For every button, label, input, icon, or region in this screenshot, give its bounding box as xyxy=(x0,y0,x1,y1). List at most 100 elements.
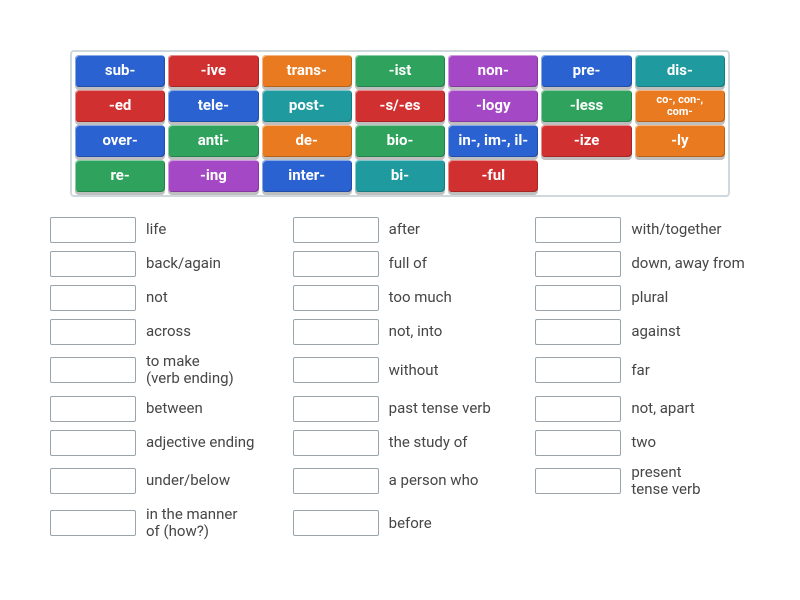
drop-target[interactable] xyxy=(293,285,379,311)
answer-row: not, apart xyxy=(535,396,750,422)
draggable-tile[interactable]: -ist xyxy=(355,55,445,87)
answer-row: two xyxy=(535,430,750,456)
draggable-tile[interactable]: -ed xyxy=(75,90,165,122)
clue-text: life xyxy=(146,221,166,238)
draggable-tile[interactable]: -ive xyxy=(168,55,258,87)
draggable-tile[interactable]: re- xyxy=(75,160,165,192)
draggable-tile[interactable]: -logy xyxy=(448,90,538,122)
clue-text: after xyxy=(389,221,420,238)
draggable-tile[interactable]: -less xyxy=(541,90,631,122)
answer-row: too much xyxy=(293,285,508,311)
drop-target[interactable] xyxy=(535,396,621,422)
draggable-tile[interactable]: trans- xyxy=(262,55,352,87)
clue-text: plural xyxy=(631,289,668,306)
drop-target[interactable] xyxy=(535,285,621,311)
tile-pool: sub--ivetrans--istnon-pre-dis- -edtele-po… xyxy=(75,55,725,192)
answer-row: between xyxy=(50,396,265,422)
drop-target[interactable] xyxy=(50,357,136,383)
clue-text: between xyxy=(146,400,203,417)
drop-target[interactable] xyxy=(50,396,136,422)
answer-row: adjective ending xyxy=(50,430,265,456)
tile-pool-frame: sub--ivetrans--istnon-pre-dis- -edtele-po… xyxy=(70,50,730,197)
clue-text: too much xyxy=(389,289,452,306)
draggable-tile[interactable]: -ly xyxy=(635,125,725,157)
draggable-tile[interactable]: bio- xyxy=(355,125,445,157)
answer-row: not, into xyxy=(293,319,508,345)
clue-text: in the manner of (how?) xyxy=(146,506,237,541)
drop-target[interactable] xyxy=(50,217,136,243)
clue-text: not, into xyxy=(389,323,443,340)
drop-target[interactable] xyxy=(293,430,379,456)
draggable-tile[interactable]: inter- xyxy=(262,160,352,192)
drop-target[interactable] xyxy=(293,510,379,536)
drop-target[interactable] xyxy=(535,357,621,383)
answer-row: a person who xyxy=(293,464,508,499)
clue-text: past tense verb xyxy=(389,400,491,417)
answer-row: across xyxy=(50,319,265,345)
drop-target[interactable] xyxy=(293,251,379,277)
clue-text: to make (verb ending) xyxy=(146,353,234,388)
clue-text: the study of xyxy=(389,434,468,451)
drop-target[interactable] xyxy=(50,285,136,311)
drop-target[interactable] xyxy=(293,217,379,243)
draggable-tile[interactable]: -ing xyxy=(168,160,258,192)
draggable-tile[interactable]: -s/-es xyxy=(355,90,445,122)
drop-target[interactable] xyxy=(50,319,136,345)
draggable-tile[interactable]: -ize xyxy=(541,125,631,157)
drop-target[interactable] xyxy=(50,468,136,494)
drop-target[interactable] xyxy=(293,468,379,494)
answer-row: with/together xyxy=(535,217,750,243)
drop-target[interactable] xyxy=(293,357,379,383)
draggable-tile[interactable]: anti- xyxy=(168,125,258,157)
clue-text: with/together xyxy=(631,221,721,238)
activity-stage: sub--ivetrans--istnon-pre-dis- -edtele-po… xyxy=(0,0,800,600)
clue-text: not xyxy=(146,289,168,306)
answer-row: without xyxy=(293,353,508,388)
drop-target[interactable] xyxy=(535,430,621,456)
drop-target[interactable] xyxy=(293,319,379,345)
clue-text: two xyxy=(631,434,656,451)
answer-row: far xyxy=(535,353,750,388)
clue-text: adjective ending xyxy=(146,434,254,451)
draggable-tile[interactable]: de- xyxy=(262,125,352,157)
drop-target[interactable] xyxy=(535,319,621,345)
drop-target[interactable] xyxy=(50,510,136,536)
answer-row: in the manner of (how?) xyxy=(50,506,265,541)
draggable-tile[interactable]: bi- xyxy=(355,160,445,192)
drop-target[interactable] xyxy=(535,251,621,277)
clue-text: a person who xyxy=(389,472,479,489)
answers-grid: lifeafterwith/togetherback/againfull ofd… xyxy=(50,217,750,541)
clue-text: before xyxy=(389,515,432,532)
draggable-tile[interactable]: tele- xyxy=(168,90,258,122)
answer-row: after xyxy=(293,217,508,243)
answer-row: down, away from xyxy=(535,251,750,277)
draggable-tile[interactable]: post- xyxy=(262,90,352,122)
answer-row: past tense verb xyxy=(293,396,508,422)
answer-row: the study of xyxy=(293,430,508,456)
clue-text: against xyxy=(631,323,680,340)
clue-text: without xyxy=(389,362,439,379)
answer-row: not xyxy=(50,285,265,311)
draggable-tile[interactable]: non- xyxy=(448,55,538,87)
draggable-tile[interactable]: pre- xyxy=(541,55,631,87)
clue-text: down, away from xyxy=(631,255,744,272)
drop-target[interactable] xyxy=(293,396,379,422)
clue-text: far xyxy=(631,362,649,379)
drop-target[interactable] xyxy=(50,430,136,456)
drop-target[interactable] xyxy=(50,251,136,277)
clue-text: across xyxy=(146,323,191,340)
draggable-tile[interactable]: in-, im-, il- xyxy=(448,125,538,157)
answer-row: against xyxy=(535,319,750,345)
drop-target[interactable] xyxy=(535,217,621,243)
draggable-tile[interactable]: co-, con-, com- xyxy=(635,90,725,122)
draggable-tile[interactable]: dis- xyxy=(635,55,725,87)
answer-row: under/below xyxy=(50,464,265,499)
draggable-tile[interactable]: over- xyxy=(75,125,165,157)
answer-row: plural xyxy=(535,285,750,311)
answer-row: back/again xyxy=(50,251,265,277)
drop-target[interactable] xyxy=(535,468,621,494)
clue-text: back/again xyxy=(146,255,221,272)
draggable-tile[interactable]: sub- xyxy=(75,55,165,87)
answer-row xyxy=(535,506,750,541)
draggable-tile[interactable]: -ful xyxy=(448,160,538,192)
